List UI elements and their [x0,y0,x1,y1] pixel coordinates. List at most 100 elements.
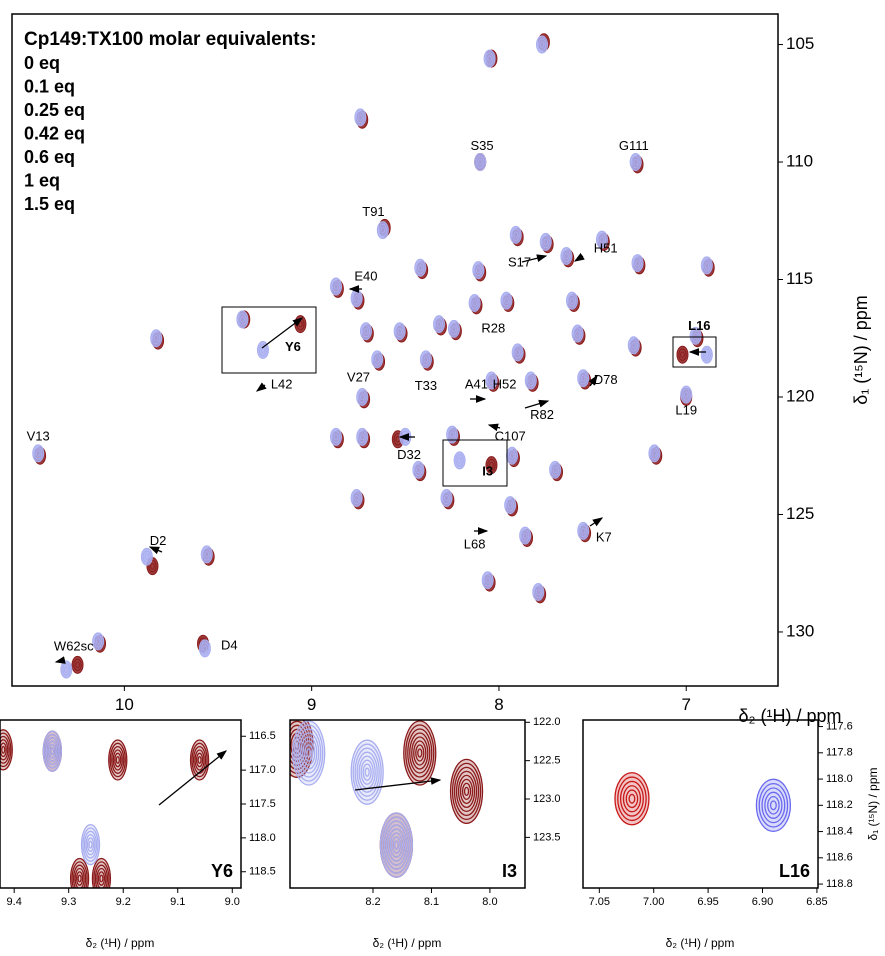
legend-entry: 0.42 eq [24,123,85,143]
contour [678,348,687,361]
contour [767,795,780,815]
contour [693,332,698,340]
contour [485,52,494,65]
peak [511,343,524,362]
peak [403,720,437,786]
x-tick-label: 9.4 [7,896,22,908]
y-tick-label: 125 [786,504,814,523]
peak [71,655,84,674]
contour [194,749,205,771]
contour [358,390,367,404]
contour [436,320,442,328]
peak [60,660,73,679]
contour [300,736,318,770]
x-tick-label: 6.85 [806,896,827,908]
contour [374,356,380,363]
contour [405,724,435,782]
arrow [354,777,442,791]
contour [302,740,316,766]
legend-entry: 0 eq [24,53,60,73]
peak [359,322,372,341]
arrow [158,750,228,806]
peak [755,778,792,832]
contour [449,431,455,438]
contour [417,748,423,758]
x-axis-label: δ₂ (¹H) / ppm [373,936,442,950]
x-tick-label: 9 [307,695,316,714]
contour [444,494,449,502]
y-tick-label: 117.6 [826,720,853,732]
contour [487,374,496,387]
contour [682,388,691,401]
y-tick-label: 120 [786,386,814,405]
peak [449,758,484,824]
contour [85,833,96,856]
contour [421,353,431,366]
x-tick-label: 8.1 [424,896,439,908]
peak-label: H52 [493,377,517,392]
peak-label: L68 [464,536,486,551]
contour [331,280,341,293]
contour [526,374,535,387]
peak-label: I3 [482,464,493,479]
arrow [255,382,267,392]
panel-label: I3 [502,861,517,881]
peak [356,387,369,406]
arrow [589,517,604,527]
peak [472,261,485,280]
contour [704,351,710,359]
peak [614,772,650,826]
peak-label: V27 [347,370,370,385]
contour [569,297,575,304]
contour [352,743,382,801]
contour [652,450,657,457]
contour [416,466,421,474]
peak-label: E40 [354,269,377,284]
peak [549,460,562,479]
x-tick-label: 7.00 [643,896,664,908]
contour [258,343,268,357]
legend-title: Cp149:TX100 molar equivalents: [24,29,317,50]
peak [536,35,549,54]
contour [550,463,560,476]
peak-label: V13 [27,428,50,443]
contour [381,816,412,874]
contour [617,776,647,822]
contour [354,494,359,502]
contour [95,638,101,645]
peak [485,371,498,390]
peak [150,329,163,348]
contour [73,658,82,672]
contour [502,294,511,307]
peak [80,823,101,866]
peak [680,385,693,404]
contour [409,732,431,774]
contour [457,774,476,808]
legend-entry: 0.25 eq [24,100,85,120]
contour [414,463,423,476]
y-tick-label: 118.5 [249,866,276,878]
peak [412,460,425,479]
contour [96,867,107,888]
peak [700,256,713,275]
x-tick-label: 9.3 [61,896,76,908]
peak [577,521,590,540]
y-tick-label: 122.5 [533,755,561,767]
plot-area [290,720,484,878]
peak [69,857,90,888]
peak [506,446,519,465]
contour [385,824,408,866]
peak-label: H51 [594,240,618,255]
contour [442,491,451,505]
x-tick-label: 6.95 [697,896,718,908]
y-tick-label: 118.8 [826,878,853,890]
peak [565,291,578,310]
peak [414,258,427,277]
peak [200,545,213,564]
contour [150,562,155,570]
contour [77,874,82,883]
y-tick-label: 117.0 [249,764,276,776]
peak-label: A41 [465,377,488,392]
contour [453,766,480,816]
contour [463,786,470,796]
